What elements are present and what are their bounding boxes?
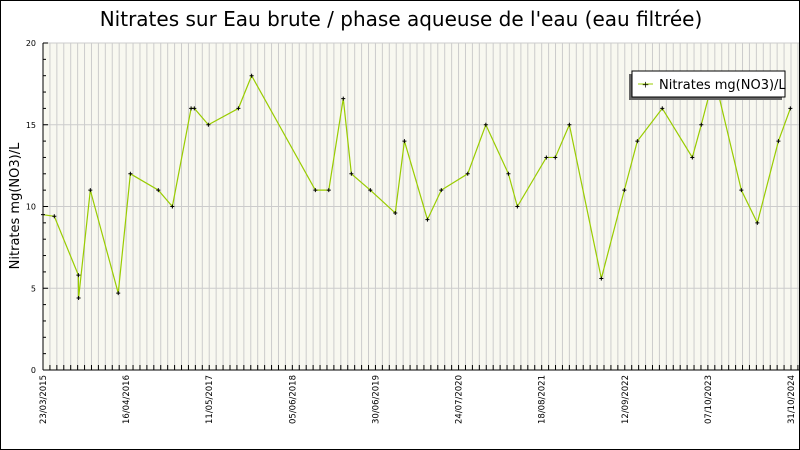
chart-title: Nitrates sur Eau brute / phase aqueuse d… — [99, 7, 703, 31]
data-point-marker — [41, 212, 45, 217]
x-tick-label: 11/05/2017 — [205, 375, 215, 424]
y-tick-label: 20 — [26, 39, 36, 48]
y-axis-label: Nitrates mg(NO3)/L — [8, 142, 23, 269]
data-point-marker — [206, 122, 211, 127]
data-point-marker — [326, 188, 331, 193]
data-point-marker — [567, 122, 572, 127]
series — [41, 73, 793, 301]
data-point-marker — [425, 217, 430, 222]
data-point-marker — [128, 171, 133, 176]
y-tick-label: 5 — [31, 284, 36, 293]
data-point-marker — [483, 122, 488, 127]
data-point-marker — [52, 214, 57, 219]
data-point-marker — [553, 155, 558, 160]
data-point-marker — [699, 122, 704, 127]
data-point-marker — [788, 106, 793, 111]
data-point-marker — [755, 220, 760, 225]
data-point-marker — [776, 139, 781, 144]
x-tick-label: 23/03/2015 — [39, 375, 49, 424]
x-tick-label: 16/04/2016 — [122, 375, 132, 424]
data-point-marker — [249, 73, 254, 78]
data-point-marker — [690, 155, 695, 160]
x-tick-label: 18/08/2021 — [538, 375, 548, 424]
data-point-marker — [739, 188, 744, 193]
data-point-marker — [599, 276, 604, 281]
data-point-marker — [439, 188, 444, 193]
data-point-marker — [116, 291, 121, 296]
data-point-marker — [393, 211, 398, 216]
y-tick-label: 10 — [26, 203, 36, 212]
x-tick-label: 31/10/2024 — [787, 375, 797, 424]
x-tick-label: 30/06/2019 — [371, 375, 381, 424]
data-point-marker — [660, 106, 665, 111]
legend-label: Nitrates mg(NO3)/L — [659, 78, 786, 93]
data-point-marker — [170, 204, 175, 209]
data-point-marker — [349, 171, 354, 176]
data-point-marker — [368, 188, 373, 193]
data-point-marker — [622, 188, 627, 193]
x-tick-label: 05/06/2018 — [288, 375, 298, 424]
y-tick-label: 0 — [31, 366, 36, 375]
x-tick-label: 24/07/2020 — [455, 375, 465, 424]
data-point-marker — [76, 296, 81, 301]
data-point-marker — [192, 106, 197, 111]
data-point-marker — [236, 106, 241, 111]
legend-box — [631, 70, 786, 98]
y-tick-label: 15 — [26, 121, 36, 130]
data-point-marker — [515, 204, 520, 209]
data-point-marker — [156, 188, 161, 193]
data-point-marker — [635, 139, 640, 144]
data-point-marker — [465, 171, 470, 176]
data-point-marker — [341, 96, 346, 101]
x-tick-label: 12/09/2022 — [621, 375, 631, 424]
axes — [42, 42, 799, 371]
x-tick-label: 07/10/2023 — [704, 375, 714, 424]
legend: + Nitrates mg(NO3)/L — [629, 70, 786, 100]
data-point-marker — [506, 171, 511, 176]
legend-marker-icon: + — [642, 81, 650, 91]
data-point-marker — [88, 188, 93, 193]
data-point-marker — [544, 155, 549, 160]
tick-labels: 0 5 10 15 20 23/03/2015 16/04/2016 11/05/2017 05… — [26, 39, 797, 424]
data-point-marker — [402, 139, 407, 144]
data-point-marker — [313, 188, 318, 193]
data-point-marker — [76, 273, 81, 278]
